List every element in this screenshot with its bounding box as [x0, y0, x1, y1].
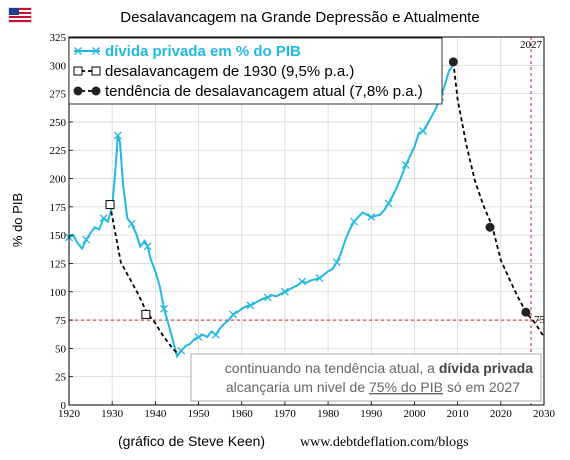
y-tick-label: 75 [55, 315, 67, 327]
series-line-1930 [109, 204, 178, 354]
debt-point-marker [194, 333, 203, 342]
legend-marker-debt [92, 47, 100, 55]
legend-marker-debt [74, 47, 82, 55]
series-current-marker [485, 222, 495, 232]
debt-point-marker [263, 293, 272, 302]
debt-point-marker [127, 219, 136, 228]
series-1930-marker [105, 200, 115, 210]
legend-marker-1930 [91, 66, 101, 76]
debt-point-marker [82, 235, 91, 244]
us-flag-icon [8, 7, 32, 23]
debt-point-marker [367, 213, 376, 221]
debt-point-marker [143, 242, 152, 251]
debt-point-marker [160, 304, 168, 313]
debt-point-marker [315, 274, 324, 283]
chart-title: Desalavancagem na Grande Depressão e Atu… [120, 9, 479, 26]
series-line-debt [68, 64, 455, 359]
y-tick-label: 200 [50, 174, 67, 186]
y-tick-label: 0 [61, 400, 67, 412]
y-axis-label: % do PIB [10, 193, 25, 247]
y-tick-label: 125 [50, 258, 67, 270]
series-line-current [452, 61, 545, 338]
x-tick-label: 2000 [403, 408, 426, 420]
debt-point-marker [229, 310, 238, 319]
reference-label-2027: 2027 [520, 39, 543, 51]
debt-point-marker [211, 330, 220, 339]
axis-ticks: 1920 1930 1940 1950 1960 1970 1980 1990 2000 2010… [50, 32, 556, 420]
series-current-marker [521, 307, 531, 317]
x-tick-label: 1950 [188, 408, 211, 420]
annotation-note: continuando na tendência atual, a dívida… [190, 353, 542, 402]
series-1930-marker [141, 309, 151, 319]
x-tick-label: 1940 [144, 408, 167, 420]
legend-symbol-debt [74, 47, 100, 55]
legend-symbol-current [73, 86, 101, 96]
y-tick-label: 150 [50, 230, 67, 242]
series-layer [65, 57, 545, 359]
legend-entry-debt: dívida privada em % do PIB [105, 43, 301, 60]
legend-marker-1930 [73, 66, 83, 76]
footer-url: www.debtdeflation.com/blogs [300, 435, 469, 450]
legend-marker-current [91, 86, 101, 96]
series-current-marker [448, 57, 458, 67]
legend-entry-1930: desalavancagem de 1930 (9,5% p.a.) [105, 63, 354, 80]
footer-credit: (gráfico de Steve Keen) [118, 433, 265, 449]
debt-point-marker [350, 217, 358, 226]
legend-symbol-1930 [73, 66, 101, 76]
debt-point-marker [246, 301, 255, 310]
x-tick-label: 2030 [533, 408, 556, 420]
plot-frame [68, 36, 545, 406]
reference-lines: 2027 75 [69, 37, 546, 405]
annotation-line-1: continuando na tendência atual, a dívida… [225, 360, 533, 376]
x-tick-label: 1920 [58, 408, 81, 420]
debt-point-marker [384, 199, 393, 208]
y-tick-label: 175 [50, 202, 67, 214]
legend-entry-current: tendência de desalavancagem atual (7,8% … [105, 83, 423, 100]
x-tick-label: 2010 [447, 408, 470, 420]
y-tick-label: 25 [55, 372, 67, 384]
x-tick-label: 1990 [360, 408, 383, 420]
debt-point-marker [99, 214, 108, 223]
y-tick-label: 325 [50, 32, 67, 44]
debt-point-marker [332, 258, 341, 267]
legend-marker-current [73, 86, 83, 96]
legend-box [68, 37, 443, 105]
x-tick-label: 1960 [231, 408, 254, 420]
debt-point-marker [401, 160, 410, 169]
x-tick-label: 1980 [317, 408, 340, 420]
x-tick-label: 2020 [490, 408, 513, 420]
y-tick-label: 250 [50, 117, 67, 129]
y-tick-label: 50 [55, 343, 67, 355]
annotation-box [190, 353, 542, 402]
debt-point-marker [419, 127, 428, 135]
x-tick-label: 1930 [101, 408, 124, 420]
debt-point-marker [113, 131, 122, 140]
annotation-line-2: alcançaria um nivel de 75% do PIB só em … [226, 379, 520, 395]
debt-point-marker [298, 277, 307, 286]
debt-point-marker [280, 287, 289, 296]
y-tick-label: 225 [50, 145, 67, 157]
reference-label-75: 75 [534, 314, 546, 326]
x-tick-label: 1970 [274, 408, 297, 420]
debt-point-marker [177, 346, 186, 355]
y-tick-label: 275 [50, 89, 67, 101]
y-tick-label: 100 [50, 287, 67, 299]
y-tick-label: 300 [50, 60, 67, 72]
legend: dívida privada em % do PIB desalavancage… [68, 37, 443, 105]
